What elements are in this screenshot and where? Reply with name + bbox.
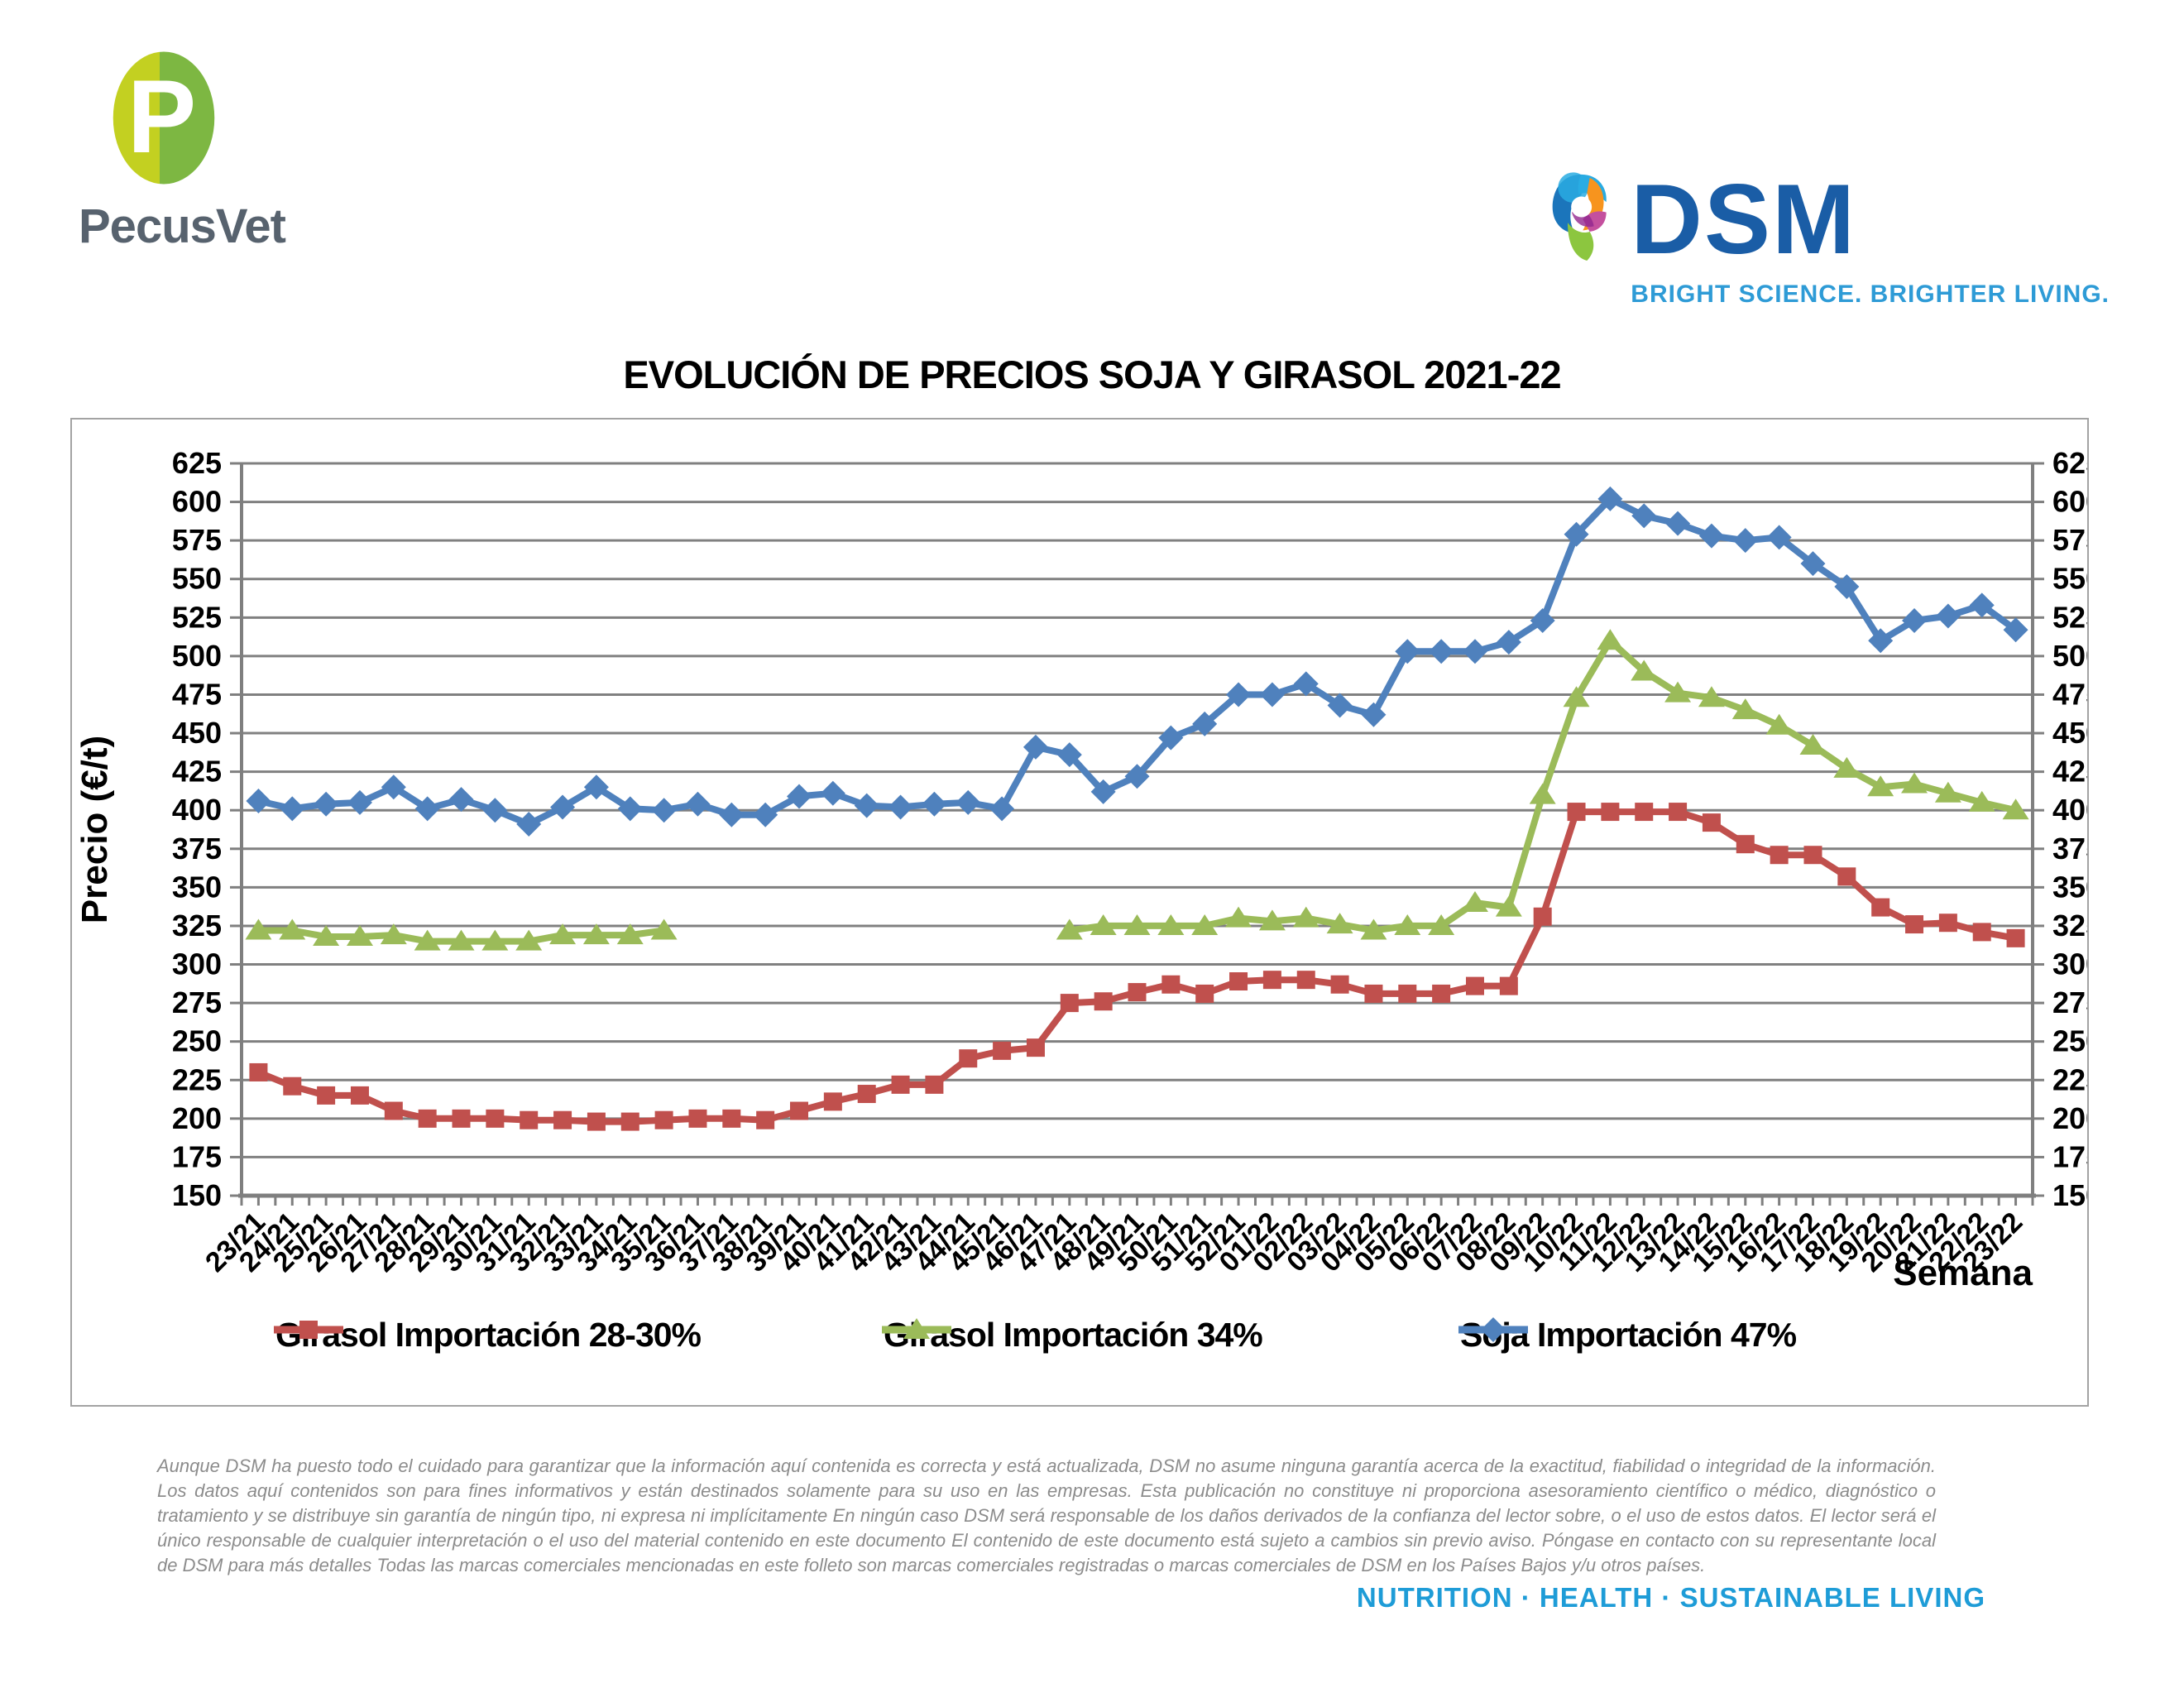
y-axis-tick-label: 625	[172, 446, 222, 480]
dsm-tagline: BRIGHT SCIENCE. BRIGHTER LIVING.	[1631, 281, 2110, 308]
y-axis-tick-label: 550	[172, 562, 222, 596]
y-axis-tick-label-right: 550	[2052, 562, 2087, 596]
y-axis-tick-label-right: 325	[2052, 909, 2087, 942]
y-axis-tick-label-right: 525	[2052, 600, 2087, 634]
y-axis-tick-label-right: 300	[2052, 947, 2087, 981]
y-axis-tick-label: 575	[172, 523, 222, 557]
y-axis-tick-label: 400	[172, 793, 222, 827]
y-axis-tick-label-right: 200	[2052, 1101, 2087, 1135]
y-axis-tick-label: 300	[172, 947, 222, 981]
y-axis-tick-label: 525	[172, 600, 222, 634]
series-soja-importaci-n-47-	[246, 486, 2028, 837]
y-axis-tick-label: 250	[172, 1024, 222, 1058]
y-axis-tick-label-right: 475	[2052, 677, 2087, 711]
series-girasol-importaci-n-34-	[245, 629, 2029, 951]
legend-label: Girasol Importación 28-30%	[275, 1315, 702, 1354]
y-axis-tick-label-right: 600	[2052, 485, 2087, 519]
disclaimer-text: Aunque DSM ha puesto todo el cuidado par…	[157, 1455, 1936, 1575]
y-axis-tick-label: 275	[172, 985, 222, 1019]
chart-plot-area: 625 625 600 600 575 575 550 550 525 525 500 500 475 4…	[74, 446, 2087, 1293]
y-axis-tick-label: 500	[172, 639, 222, 673]
legend-diamond-marker-icon	[1458, 1317, 1528, 1342]
pecusvet-leaf-icon: P	[113, 51, 215, 185]
y-axis-tick-label: 600	[172, 485, 222, 519]
legend-label: Girasol Importación 34%	[884, 1315, 1263, 1354]
y-axis-tick-label: 175	[172, 1139, 222, 1173]
chart-title: EVOLUCIÓN DE PRECIOS SOJA Y GIRASOL 2021…	[623, 352, 1561, 396]
y-axis-tick-label: 325	[172, 909, 222, 942]
y-axis-tick-label: 425	[172, 755, 222, 789]
price-chart: 625 625 600 600 575 575 550 550 525 525 500 500 475 4…	[70, 418, 2089, 1407]
x-axis-title: Semana	[1893, 1253, 2033, 1293]
y-axis-tick-label: 225	[172, 1062, 222, 1096]
y-axis-tick-label-right: 150	[2052, 1178, 2087, 1212]
legend-item-soja-47: Soja Importación 47%	[1455, 1312, 1797, 1358]
legend-triangle-marker-icon	[882, 1318, 951, 1339]
y-axis-tick-label-right: 350	[2052, 870, 2087, 904]
y-axis-tick-label: 350	[172, 870, 222, 904]
y-axis-title: Precio (€/t)	[74, 736, 115, 923]
y-axis-tick-label-right: 425	[2052, 755, 2087, 789]
y-axis-tick-label-right: 500	[2052, 639, 2087, 673]
y-axis-tick-label-right: 575	[2052, 523, 2087, 557]
y-axis-tick-label: 200	[172, 1101, 222, 1135]
y-axis-tick-label-right: 275	[2052, 985, 2087, 1019]
y-axis-tick-label-right: 250	[2052, 1024, 2087, 1058]
y-axis-tick-label-right: 225	[2052, 1062, 2087, 1096]
y-axis-tick-label-right: 175	[2052, 1139, 2087, 1173]
legend-square-marker-icon	[274, 1321, 343, 1339]
y-axis-tick-label: 475	[172, 677, 222, 711]
y-axis-tick-label: 150	[172, 1178, 222, 1212]
dsm-logo: DSM BRIGHT SCIENCE. BRIGHTER LIVING.	[1547, 124, 2110, 314]
legend-item-girasol-34: Girasol Importación 34%	[879, 1312, 1263, 1358]
series-girasol-importaci-n-28-30-	[249, 803, 2025, 1131]
y-axis-tick-label-right: 400	[2052, 793, 2087, 827]
dsm-footer-tagline: NUTRITION · HEALTH · SUSTAINABLE LIVING	[1356, 1582, 1985, 1613]
pecusvet-logo: P PecusVet	[79, 46, 294, 254]
pecusvet-wordmark: PecusVet	[79, 199, 286, 253]
dsm-swirl-icon	[1552, 172, 1607, 261]
y-axis-tick-label-right: 450	[2052, 716, 2087, 750]
y-axis-tick-label: 375	[172, 832, 222, 866]
svg-text:P: P	[127, 60, 196, 175]
legend-label: Soja Importación 47%	[1460, 1315, 1797, 1354]
dsm-wordmark: DSM	[1631, 164, 1856, 275]
y-axis-tick-label-right: 375	[2052, 832, 2087, 866]
y-axis-tick-label-right: 625	[2052, 446, 2087, 480]
legend-item-girasol-28-30: Girasol Importación 28-30%	[271, 1312, 702, 1358]
y-axis-tick-label: 450	[172, 716, 222, 750]
